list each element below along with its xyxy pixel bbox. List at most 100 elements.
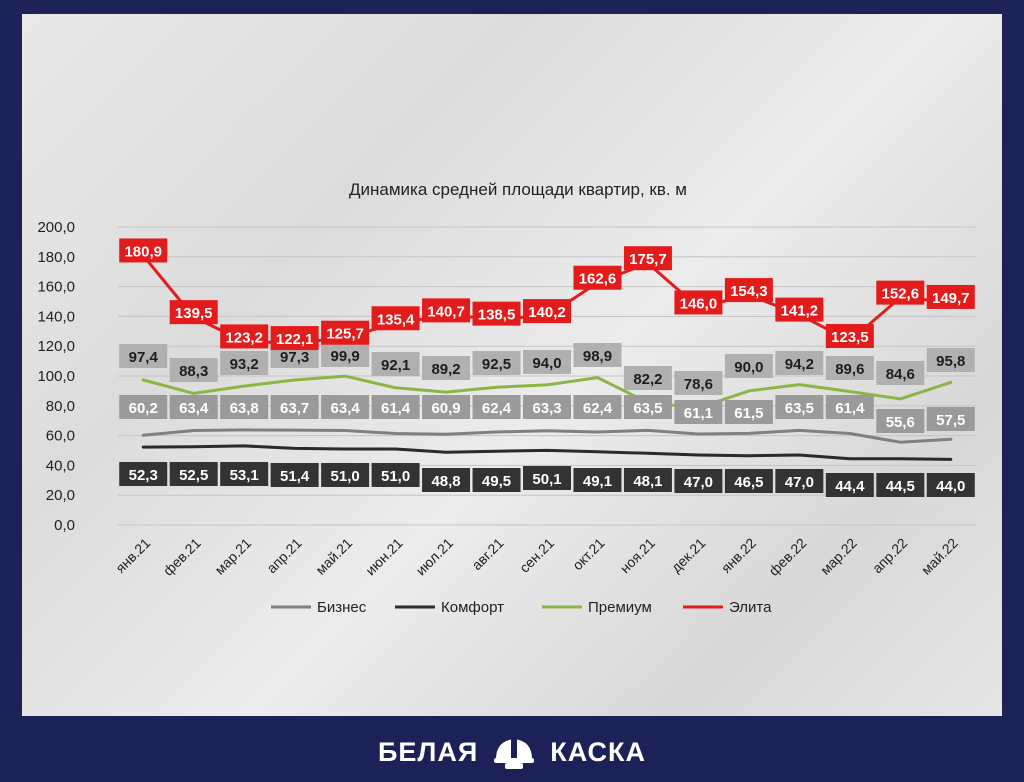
data-label: 138,5	[478, 307, 516, 324]
data-label-box	[169, 395, 218, 419]
data-label-box	[321, 463, 370, 487]
data-label-box	[674, 400, 723, 424]
series-lines	[141, 254, 953, 461]
hard-hat-icon	[494, 737, 535, 769]
x-tick-label: фев.21	[160, 535, 204, 579]
x-tick-label: июл.21	[413, 535, 457, 579]
data-label-box	[623, 468, 672, 492]
data-label-box	[674, 290, 723, 315]
data-label-box	[825, 395, 874, 419]
data-label: 51,0	[331, 468, 360, 485]
data-label: 61,5	[734, 405, 763, 422]
data-label: 63,4	[179, 400, 209, 417]
data-label-box	[573, 265, 622, 290]
data-label-box	[321, 320, 370, 345]
legend: Бизнес Комфорт Премиум Элита	[271, 599, 772, 616]
data-label-box	[573, 343, 622, 367]
x-tick-label: янв.21	[112, 535, 153, 576]
data-label: 97,4	[129, 349, 159, 366]
data-label-box	[623, 366, 672, 390]
data-label: 63,3	[532, 400, 561, 417]
data-label-box	[523, 350, 571, 374]
data-label-box	[674, 469, 723, 493]
data-label: 62,4	[583, 400, 613, 417]
data-label-box	[321, 343, 370, 367]
data-label-box	[724, 278, 773, 303]
data-label: 63,5	[785, 400, 814, 417]
data-label-box	[724, 400, 773, 424]
y-tick-label: 80,0	[46, 398, 75, 415]
y-tick-label: 180,0	[37, 249, 75, 266]
data-label-box	[775, 351, 824, 375]
data-label: 47,0	[785, 474, 814, 491]
data-label-box	[825, 356, 874, 380]
data-label: 89,6	[835, 361, 864, 378]
data-label-box	[422, 468, 471, 492]
legend-label: Бизнес	[317, 599, 367, 616]
data-label-box	[119, 462, 168, 486]
data-label-box	[876, 409, 925, 433]
x-tick-label: июн.21	[362, 535, 406, 579]
data-label-box	[270, 463, 319, 487]
brand-word-left: БЕЛАЯ	[377, 736, 479, 767]
data-label: 44,0	[936, 478, 965, 495]
data-label-box	[775, 297, 824, 322]
data-label-box	[220, 351, 269, 375]
data-label: 92,1	[381, 357, 410, 374]
data-label: 94,2	[785, 356, 814, 373]
legend-label: Элита	[729, 599, 772, 616]
legend-label: Комфорт	[441, 599, 504, 616]
data-label-box	[573, 395, 622, 419]
x-tick-label: апр.22	[869, 535, 911, 577]
y-tick-label: 0,0	[54, 517, 75, 534]
data-label: 60,9	[431, 400, 460, 417]
data-label: 48,1	[633, 473, 662, 490]
y-tick-label: 160,0	[37, 279, 75, 296]
data-label: 94,0	[532, 355, 561, 372]
data-label: 93,2	[230, 356, 259, 373]
data-label: 99,9	[331, 348, 360, 365]
data-label-box	[573, 468, 622, 492]
data-label-box	[220, 395, 269, 419]
y-tick-label: 40,0	[46, 457, 75, 474]
data-label-box	[724, 354, 773, 378]
data-label-box	[825, 323, 874, 348]
data-label: 63,4	[331, 400, 361, 417]
data-label-box	[926, 473, 975, 497]
y-tick-label: 140,0	[37, 308, 75, 325]
data-label-box	[674, 371, 723, 395]
data-label: 63,7	[280, 400, 309, 417]
legend-label: Премиум	[588, 599, 652, 616]
data-label: 44,5	[886, 478, 915, 495]
data-label: 152,6	[882, 286, 920, 303]
data-label-box	[371, 306, 420, 331]
brand-footer: БЕЛАЯ КАСКА	[0, 722, 1024, 782]
data-label-box	[119, 344, 168, 368]
data-label: 97,3	[280, 349, 309, 366]
series-line	[141, 374, 953, 410]
data-label-box	[371, 352, 420, 376]
data-label: 88,3	[179, 363, 208, 380]
y-tick-label: 120,0	[37, 338, 75, 355]
data-label-box	[169, 462, 218, 486]
data-label: 52,5	[179, 467, 208, 484]
data-label: 82,2	[633, 371, 662, 388]
data-label-box	[926, 284, 975, 309]
data-label-box	[472, 301, 521, 326]
y-tick-label: 60,0	[46, 428, 75, 445]
data-label-box	[270, 326, 319, 351]
x-tick-label: мар.21	[211, 535, 254, 578]
data-label: 49,5	[482, 473, 511, 490]
data-label: 51,4	[280, 468, 310, 485]
x-tick-label: май.22	[918, 535, 961, 578]
y-axis: 0,0 20,0 40,0 60,0 80,0 100,0 120,0 140,0 160,0 1…	[37, 219, 75, 534]
x-tick-label: ноя.21	[617, 535, 659, 577]
data-label: 84,6	[886, 366, 915, 383]
data-label-box	[422, 356, 471, 380]
data-label-box	[876, 361, 925, 385]
data-label-box	[926, 407, 975, 431]
chart-paper: Динамика средней площади квартир, кв. м …	[22, 14, 1002, 716]
data-label: 48,8	[431, 473, 460, 490]
data-label-box	[876, 473, 925, 497]
data-label-box	[523, 395, 571, 419]
